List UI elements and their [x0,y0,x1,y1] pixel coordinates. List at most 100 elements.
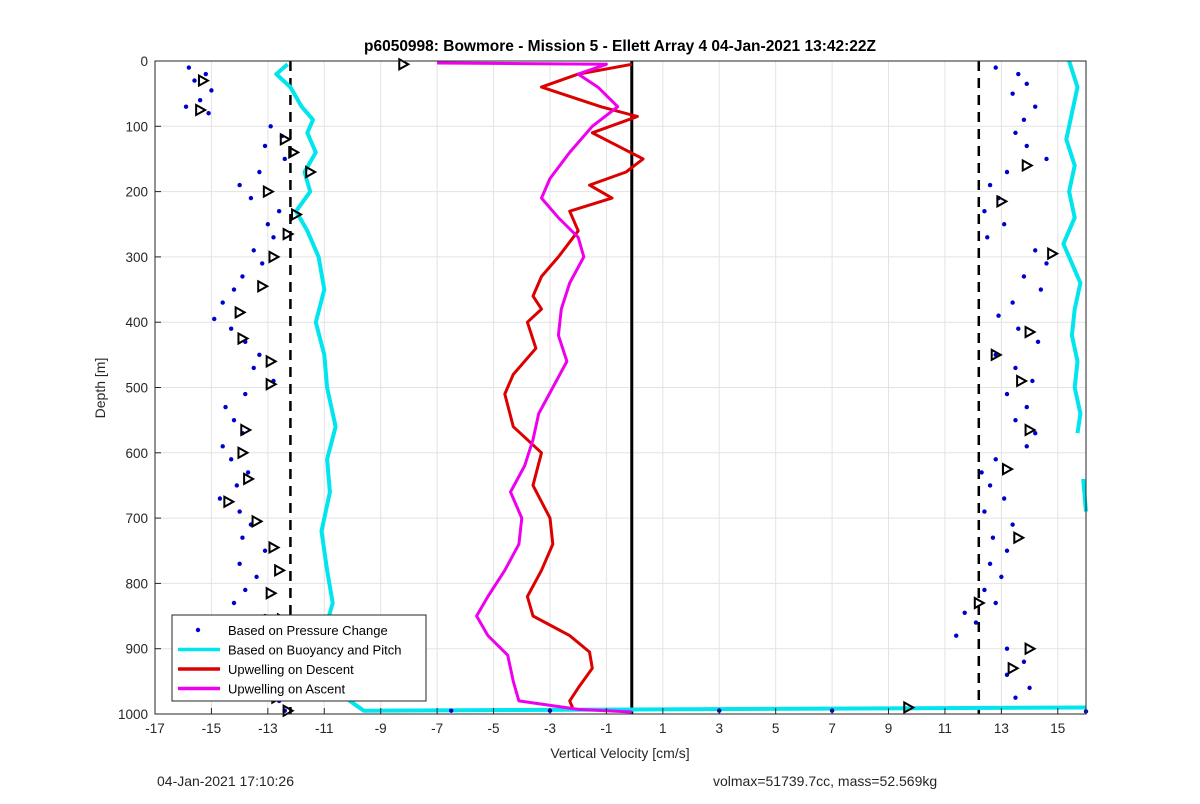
data-point [1013,695,1018,700]
data-point [203,71,208,77]
data-point [449,708,454,713]
series-upwelling-on-descent [503,62,645,709]
x-tick-label: 3 [715,721,723,736]
legend-label-based-on-buoyancy-and-pitch: Based on Buoyancy and Pitch [228,643,401,658]
x-tick-label: 7 [828,721,836,736]
marker-triangle [237,446,250,460]
data-point [257,169,262,175]
data-point [987,561,993,567]
data-point [220,444,225,449]
data-point [240,535,245,540]
data-point [276,208,282,214]
legend-label-upwelling-on-descent: Upwelling on Descent [228,662,354,677]
series-line [437,61,632,714]
marker-triangle [1024,325,1037,339]
x-tick-label: -5 [488,721,500,736]
data-point [1024,404,1029,410]
data-point [217,496,223,501]
data-point [257,352,262,358]
data-point [1001,496,1007,501]
data-point [979,470,984,475]
data-point [268,124,273,129]
marker-triangle [251,514,264,529]
x-tick-label: 9 [885,721,893,736]
data-point [248,195,254,201]
data-point [1030,378,1035,384]
data-point [1016,326,1021,331]
data-point [262,548,268,553]
series-based-on-pressure-change-right- [954,65,1089,714]
marker-triangle [268,250,281,264]
x-tick-label: -13 [258,721,278,736]
legend-swatch-based-on-pressure-change [195,627,201,633]
x-tick-label: 13 [994,721,1009,736]
data-point [223,404,228,410]
data-point [1024,81,1029,87]
data-point [973,620,979,625]
data-point [1004,548,1010,553]
data-point [1021,117,1027,122]
marker-triangle [282,704,295,718]
marker-triangle [268,540,281,555]
data-point [1013,417,1018,423]
series-line [503,62,645,709]
data-point [1021,274,1027,279]
data-point [982,587,987,593]
marker-triangle [265,586,278,600]
marker-triangle [305,165,318,179]
data-point [1004,169,1010,175]
data-point [1010,300,1015,305]
x-tick-label: -17 [145,721,165,736]
legend: Based on Pressure Change Based on Buoyanc… [171,614,427,702]
data-point [245,470,251,475]
data-point [1044,261,1049,266]
data-point [237,561,242,567]
marker-triangle [903,700,916,715]
y-tick-label: 0 [140,54,148,69]
marker-triangle [398,57,411,71]
data-point [243,587,248,593]
y-tick-label: 500 [125,381,148,396]
x-tick-label: -15 [202,721,222,736]
marker-triangle [1016,374,1029,388]
data-point [982,208,987,214]
y-tick-label: 1000 [118,707,148,722]
data-point [212,316,217,322]
data-point [982,509,987,514]
data-point [183,104,189,109]
series-upwelling-on-ascent [437,61,632,714]
y-axis-label: Depth [m] [92,358,108,419]
data-point [234,483,240,488]
data-point [228,457,234,462]
data-point [954,633,959,638]
marker-triangle [262,184,275,199]
data-point [231,417,237,423]
data-point [228,326,234,331]
marker-triangle [1013,530,1026,545]
series-markers-right- [903,158,1060,715]
x-tick-label: 1 [659,721,667,736]
marker-triangle [274,563,287,578]
data-point [987,182,993,188]
data-point [962,610,967,615]
footer-info: volmax=51739.7cc, mass=52.569kg [713,773,938,789]
x-tick-label: -9 [375,721,387,736]
y-axis-ticks: 0 100 200 300 400 500 600 700 800 900 1000 [118,54,161,722]
data-point [1004,646,1010,651]
x-tick-label: 5 [772,721,780,736]
legend-box [171,614,427,702]
y-tick-label: 300 [125,250,148,265]
data-point [1035,339,1041,344]
data-point [197,97,203,103]
data-point [186,65,192,70]
data-point [1004,391,1010,397]
data-point [1027,685,1032,691]
data-point [1033,248,1038,253]
data-point [1010,91,1015,96]
data-point [262,143,268,149]
marker-triangle [291,207,304,222]
data-point [243,391,248,397]
marker-triangle [243,472,256,486]
data-point [996,313,1001,318]
data-point [282,156,287,162]
